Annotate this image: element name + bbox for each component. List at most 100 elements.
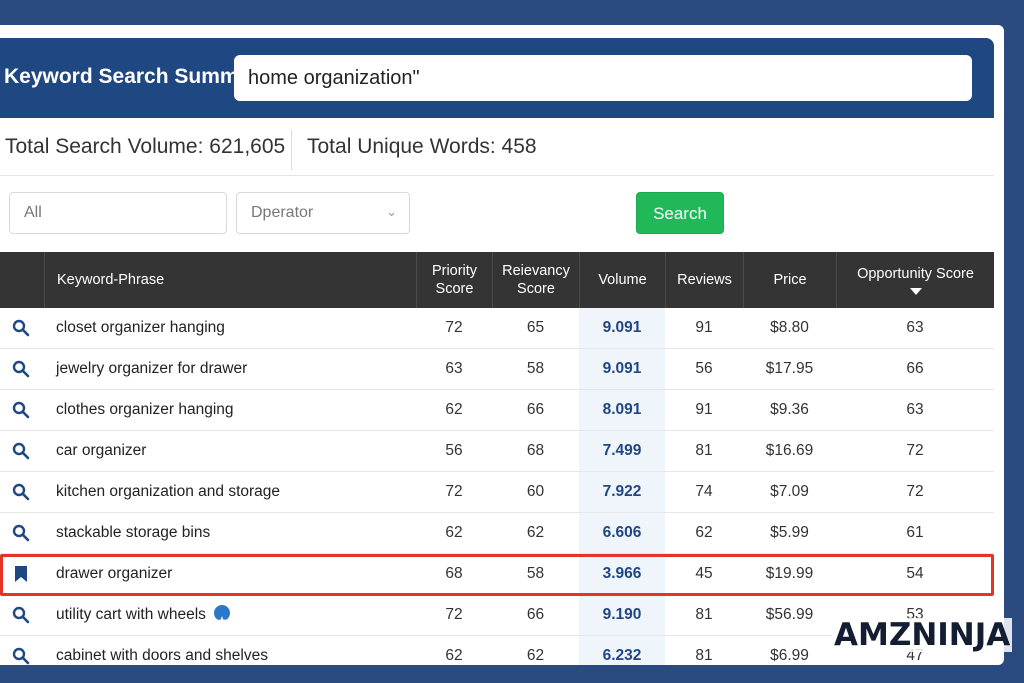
volume-cell-background — [579, 595, 665, 635]
table-row[interactable]: car organizer 56 68 7.499 81 $16.69 72 — [0, 431, 994, 472]
volume-cell-background — [579, 472, 665, 512]
priority-cell: 72 — [445, 319, 463, 336]
priority-cell: 72 — [445, 483, 463, 500]
opportunity-cell: 72 — [906, 442, 924, 459]
volume-cell-background — [579, 308, 665, 348]
price-cell: $17.95 — [765, 360, 814, 377]
reviews-cell: 74 — [695, 483, 713, 500]
reviews-cell: 81 — [695, 442, 713, 459]
table-row[interactable]: kitchen organization and storage 72 60 7.92… — [0, 472, 994, 513]
keyword-cell[interactable]: kitchen organization and storage — [56, 472, 280, 512]
price-cell: $8.80 — [770, 319, 809, 336]
relevancy-cell: 65 — [526, 319, 545, 336]
column-header-volume[interactable]: Volume — [579, 252, 665, 308]
opportunity-cell: 63 — [906, 319, 924, 336]
table-header: Keyword-Phrase Priority Score Reievancy … — [0, 252, 994, 308]
priority-cell: 62 — [445, 524, 463, 541]
relevancy-cell: 58 — [526, 565, 545, 582]
priority-cell: 62 — [445, 401, 463, 418]
priority-cell: 56 — [445, 442, 463, 459]
keyword-search-input[interactable]: home organization" — [234, 55, 972, 101]
keyword-cell[interactable]: drawer organizer — [56, 554, 172, 594]
search-icon[interactable] — [12, 360, 30, 378]
reviews-cell: 81 — [695, 606, 713, 623]
keyword-cell[interactable]: utility cart with wheels — [56, 595, 230, 635]
column-header-priority[interactable]: Priority Score — [416, 252, 492, 308]
search-icon[interactable] — [12, 524, 30, 542]
keyword-text: car organizer — [56, 442, 147, 459]
keyword-cell[interactable]: closet organizer hanging — [56, 308, 225, 348]
keyword-cell[interactable]: clothes organizer hanging — [56, 390, 234, 430]
volume-cell-background — [579, 554, 665, 594]
filter-field-select[interactable]: All — [9, 192, 227, 234]
keyword-text: jewelry organizer for drawer — [56, 360, 248, 377]
keyword-text: stackable storage bins — [56, 524, 211, 541]
volume-cell-background — [579, 431, 665, 471]
search-button[interactable]: Search — [636, 192, 724, 234]
column-header-opportunity[interactable]: Opportunity Score — [836, 252, 994, 308]
volume-cell: 3.966 — [602, 565, 642, 582]
column-header-relevancy[interactable]: Reievancy Score — [492, 252, 579, 308]
table-row[interactable]: jewelry organizer for drawer 63 58 9.091 56 $… — [0, 349, 994, 390]
total-search-volume: Total Search Volume: 621,605 — [5, 135, 286, 158]
star-badge-icon — [213, 604, 230, 626]
column-header-priority-label: Priority Score — [431, 262, 478, 297]
summary-bar: Total Search Volume: 621,605 Total Uniqu… — [0, 122, 994, 176]
column-header-keyword[interactable]: Keyword-Phrase — [44, 252, 416, 308]
search-icon[interactable] — [12, 606, 30, 624]
keyword-cell[interactable]: cabinet with doors and shelves — [56, 636, 268, 676]
summary-divider — [291, 130, 292, 170]
volume-cell: 7.922 — [602, 483, 642, 500]
column-header-price[interactable]: Price — [743, 252, 836, 308]
operator-placeholder: Dperator — [251, 204, 314, 221]
filter-field-value: All — [24, 204, 42, 221]
price-cell: $6.99 — [770, 647, 809, 664]
relevancy-cell: 66 — [526, 606, 545, 623]
keyword-text: clothes organizer hanging — [56, 401, 234, 418]
reviews-cell: 56 — [695, 360, 713, 377]
volume-cell: 6.232 — [602, 647, 642, 664]
search-icon[interactable] — [12, 647, 30, 665]
table-row[interactable]: closet organizer hanging 72 65 9.091 91 $8.80… — [0, 308, 994, 349]
column-header-reviews[interactable]: Reviews — [665, 252, 743, 308]
price-cell: $56.99 — [765, 606, 814, 623]
keyword-cell[interactable]: stackable storage bins — [56, 513, 210, 553]
volume-cell: 7.499 — [602, 442, 642, 459]
table-row[interactable]: clothes organizer hanging 62 66 8.091 91 $9.3… — [0, 390, 994, 431]
table-row[interactable]: drawer organizer 68 58 3.966 45 $19.99 54 — [0, 554, 994, 595]
table-row[interactable]: utility cart with wheels 72 66 9.190 81 $56.9… — [0, 595, 994, 636]
relevancy-cell: 66 — [526, 401, 545, 418]
search-icon[interactable] — [12, 442, 30, 460]
price-cell: $19.99 — [765, 565, 814, 582]
volume-cell: 9.091 — [602, 319, 642, 336]
table-row[interactable]: stackable storage bins 62 62 6.606 62 $5.99 61 — [0, 513, 994, 554]
reviews-cell: 81 — [695, 647, 713, 664]
keyword-cell[interactable]: car organizer — [56, 431, 146, 471]
brand-logo: AMZNINJA — [832, 617, 1013, 653]
column-header-relevancy-label: Reievancy Score — [502, 262, 570, 297]
price-cell: $16.69 — [765, 442, 814, 459]
priority-cell: 72 — [445, 606, 463, 623]
sort-descending-icon — [909, 287, 922, 295]
price-cell: $7.09 — [770, 483, 809, 500]
keyword-cell[interactable]: jewelry organizer for drawer — [56, 349, 247, 389]
priority-cell: 63 — [445, 360, 463, 377]
keyword-text: closet organizer hanging — [56, 319, 225, 336]
volume-cell-background — [579, 349, 665, 389]
opportunity-cell: 61 — [906, 524, 924, 541]
bookmark-icon[interactable] — [12, 565, 30, 583]
price-cell: $9.36 — [770, 401, 809, 418]
volume-cell: 9.091 — [602, 360, 642, 377]
total-unique-words: Total Unique Words: 458 — [307, 135, 537, 158]
keyword-text: utility cart with wheels — [56, 606, 206, 623]
search-icon[interactable] — [12, 483, 30, 501]
chevron-down-icon: ⌄ — [386, 204, 397, 219]
operator-select[interactable]: Dperator ⌄ — [236, 192, 410, 234]
search-icon[interactable] — [12, 319, 30, 337]
relevancy-cell: 68 — [526, 442, 545, 459]
search-icon[interactable] — [12, 401, 30, 419]
relevancy-cell: 60 — [526, 483, 545, 500]
column-header-opportunity-label: Opportunity Score — [857, 266, 974, 283]
volume-cell-background — [579, 513, 665, 553]
price-cell: $5.99 — [770, 524, 809, 541]
